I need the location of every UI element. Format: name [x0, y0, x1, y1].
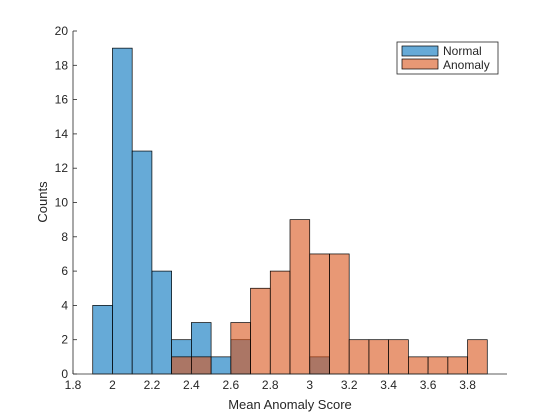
- y-tick-label: 16: [55, 93, 69, 107]
- bar-anomaly-2.4: [191, 356, 212, 375]
- legend-swatch-normal: [401, 45, 439, 57]
- x-axis-ticks: 1.8 2 2.2 2.4 2.6 2.8 3 3.2 3.4 3.6 3.8: [65, 370, 476, 392]
- x-tick-label: 3.2: [341, 378, 358, 392]
- x-tick-label: 1.8: [65, 378, 82, 392]
- bar-anomaly-3.0: [309, 253, 330, 375]
- bar-anomaly-3.3: [368, 339, 389, 375]
- y-tick-label: 20: [55, 24, 69, 38]
- x-tick-label: 3.8: [459, 378, 476, 392]
- legend-label-normal: Normal: [443, 44, 482, 58]
- y-axis-ticks: 0 2 4 6 8 10 12 14 16 18 20: [55, 24, 77, 381]
- x-tick-label: 2.8: [262, 378, 279, 392]
- bar-anomaly-3.8: [467, 339, 488, 375]
- x-tick-label: 3.6: [420, 378, 437, 392]
- bar-normal-2.5: [210, 356, 232, 375]
- legend: Normal Anomaly: [396, 41, 499, 75]
- bar-anomaly-3.2: [348, 339, 370, 375]
- bar-anomaly-2.9: [289, 219, 311, 375]
- x-tick-label: 2: [109, 378, 116, 392]
- bar-anomaly-2.8: [269, 270, 291, 375]
- bar-anomaly-3.5: [408, 356, 429, 375]
- y-axis-title: Counts: [35, 181, 50, 223]
- x-tick-label: 3: [306, 378, 313, 392]
- legend-swatch-anomaly: [401, 58, 439, 70]
- x-tick-label: 2.4: [183, 378, 200, 392]
- bar-normal-1.9: [92, 305, 113, 375]
- bar-anomaly-2.7: [250, 287, 271, 375]
- x-tick-label: 2.6: [222, 378, 239, 392]
- x-tick-label: 3.4: [380, 378, 397, 392]
- y-tick-label: 4: [61, 298, 68, 312]
- y-tick-label: 18: [55, 58, 69, 72]
- bar-anomaly-3.7: [447, 356, 468, 375]
- legend-label-anomaly: Anomaly: [443, 58, 490, 72]
- y-tick-label: 8: [61, 230, 68, 244]
- bar-anomaly-2.6: [230, 322, 251, 375]
- bar-anomaly-3.6: [427, 356, 449, 375]
- y-tick-label: 14: [55, 127, 69, 141]
- bar-normal-2.2: [151, 270, 172, 375]
- bar-anomaly-3.1: [329, 253, 350, 375]
- y-tick-label: 6: [61, 264, 68, 278]
- bar-anomaly-3.4: [388, 339, 409, 375]
- x-tick-label: 2.2: [144, 378, 161, 392]
- y-tick-label: 12: [55, 161, 69, 175]
- bar-anomaly-2.3: [171, 356, 192, 375]
- bar-normal-2.1: [131, 150, 153, 375]
- y-tick-label: 10: [55, 196, 69, 210]
- y-tick-label: 0: [61, 367, 68, 381]
- x-axis-title: Mean Anomaly Score: [228, 397, 352, 412]
- series-anomaly-bars: [171, 219, 488, 375]
- bar-normal-2.0: [112, 47, 133, 375]
- y-tick-label: 2: [61, 333, 68, 347]
